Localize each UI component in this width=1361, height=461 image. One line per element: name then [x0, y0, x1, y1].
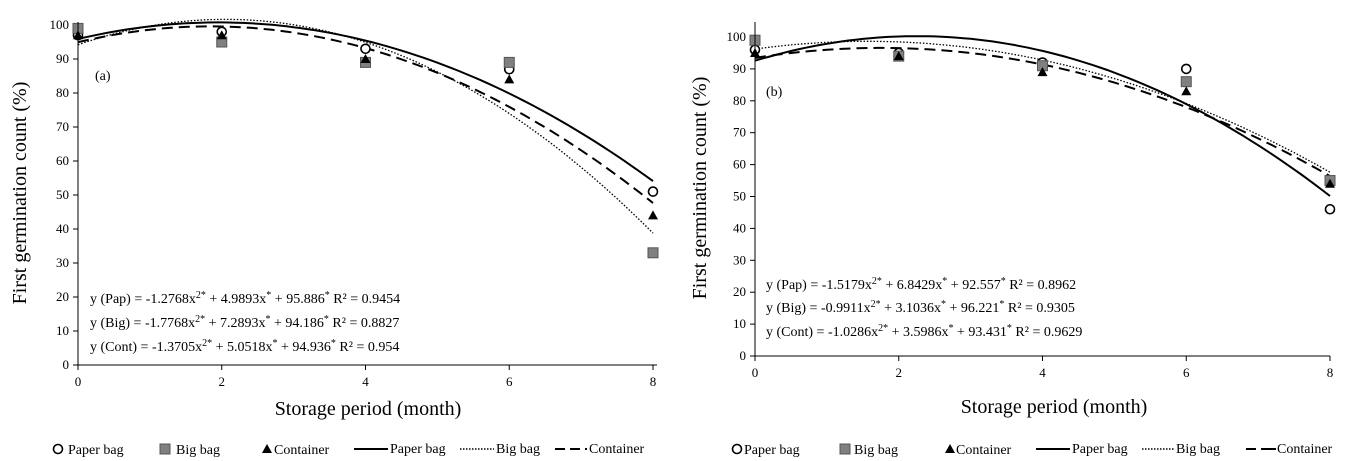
legend-container-marker-icon	[262, 444, 272, 453]
legend-big-bag-line: Big bag	[496, 442, 540, 457]
y-tick-label: 70	[56, 119, 69, 134]
equation-pap: y (Pap) = -1.2768x2* + 4.9893x* + 95.886…	[90, 290, 400, 307]
equations: y (Pap) = -1.2768x2* + 4.9893x* + 95.886…	[90, 290, 400, 355]
equations: y (Pap) = -1.5179x2* + 6.8429x* + 92.557…	[766, 276, 1082, 340]
equation-cont: y (Cont) = -1.0286x2* + 3.5986x* + 93.43…	[766, 323, 1082, 340]
x-axis-label: Storage period (month)	[961, 396, 1148, 418]
x-tick-label: 4	[1039, 365, 1046, 380]
y-tick-label: 40	[733, 220, 746, 235]
x-tick-label: 2	[896, 365, 903, 380]
point-big-bag	[647, 247, 659, 259]
x-tick-label: 2	[219, 374, 226, 389]
legend-container-line: Container	[1277, 442, 1333, 457]
y-tick-label: 50	[56, 187, 69, 202]
point-big-bag	[503, 56, 515, 68]
x-tick-label: 6	[506, 374, 513, 389]
x-axis-ticks: 0 2 4 6 8	[752, 356, 1334, 380]
legend-big-bag-line: Big bag	[1176, 442, 1220, 457]
legend-paper-bag-line: Paper bag	[390, 442, 446, 457]
y-tick-label: 50	[733, 189, 746, 204]
y-axis-label: First germination count (%)	[9, 82, 31, 305]
point-container	[504, 74, 515, 84]
point-container	[1037, 67, 1048, 77]
x-tick-label: 8	[650, 374, 657, 389]
x-tick-label: 4	[362, 374, 369, 389]
legend-paper-bag-marker-icon	[731, 443, 743, 455]
data-markers	[72, 22, 659, 259]
legend-big-bag-marker-icon	[159, 443, 171, 455]
y-tick-label: 40	[56, 221, 69, 236]
legend: Paper bag Big bag Container Paper bag Bi…	[52, 442, 645, 458]
fit-curve-big-bag	[754, 40, 1331, 173]
point-paper-bag	[1180, 63, 1192, 75]
y-tick-label: 20	[56, 289, 69, 304]
y-tick-label: 30	[56, 255, 69, 270]
legend-container-marker-icon	[945, 444, 955, 453]
panel-label: (a)	[95, 69, 111, 84]
point-container	[216, 30, 227, 40]
panel-label: (b)	[766, 85, 783, 100]
x-tick-label: 0	[75, 374, 82, 389]
y-tick-label: 60	[56, 153, 69, 168]
y-axis-ticks: 0 10 20 30 40 50 60 70 80 90 100	[50, 17, 78, 372]
y-tick-label: 70	[733, 125, 746, 140]
legend: Paper bag Big bag Container Paper bag Bi…	[731, 442, 1333, 458]
legend-paper-bag-line: Paper bag	[1072, 442, 1128, 457]
legend-paper-bag-marker: Paper bag	[68, 443, 124, 458]
point-paper-bag	[360, 43, 371, 55]
legend-container-line: Container	[589, 442, 645, 457]
y-tick-label: 10	[56, 323, 69, 338]
point-container	[1181, 86, 1192, 96]
legend-paper-bag-marker-icon	[52, 443, 64, 455]
y-tick-label: 100	[50, 17, 70, 32]
y-tick-label: 80	[733, 93, 746, 108]
y-tick-label: 100	[727, 29, 747, 44]
point-container	[360, 54, 371, 63]
equation-cont: y (Cont) = -1.3705x2* + 5.0518x* + 94.93…	[90, 338, 399, 355]
y-tick-label: 10	[733, 316, 746, 331]
y-tick-label: 0	[63, 357, 70, 372]
panel-b: 0 10 20 30 40 50 60 70 80 90 100 0 2 4 6 8 (b) First g…	[689, 22, 1336, 458]
y-tick-label: 60	[733, 157, 746, 172]
equation-pap: y (Pap) = -1.5179x2* + 6.8429x* + 92.557…	[766, 276, 1076, 293]
legend-big-bag-marker-icon	[839, 443, 851, 455]
point-paper-bag	[1324, 203, 1336, 215]
legend-container-marker: Container	[956, 443, 1012, 458]
fit-curve-paper-bag	[754, 35, 1331, 197]
x-tick-label: 6	[1183, 365, 1190, 380]
x-axis-ticks: 0 2 4 6 8	[75, 365, 657, 389]
point-container	[648, 210, 658, 220]
legend-paper-bag-marker: Paper bag	[744, 443, 800, 458]
point-container	[1325, 178, 1335, 188]
panel-a: 0 10 20 30 40 50 60 70 80 90 100 0 2 4 6 8 (a) First g…	[9, 17, 659, 458]
legend-big-bag-marker: Big bag	[854, 443, 898, 458]
x-tick-label: 8	[1327, 365, 1334, 380]
y-axis-label: First germination count (%)	[689, 77, 711, 300]
data-markers	[749, 34, 1336, 215]
x-axis-label: Storage period (month)	[275, 398, 462, 420]
y-tick-label: 0	[740, 348, 747, 363]
point-container	[893, 51, 904, 61]
fit-curve-big-bag	[77, 18, 654, 234]
y-tick-label: 90	[56, 51, 69, 66]
point-paper-bag	[647, 186, 659, 197]
y-tick-label: 90	[733, 61, 746, 76]
y-tick-label: 30	[733, 252, 746, 267]
y-tick-label: 80	[56, 85, 69, 100]
x-tick-label: 0	[752, 365, 759, 380]
fit-curve-paper-bag	[77, 21, 654, 182]
legend-big-bag-marker: Big bag	[176, 443, 220, 458]
legend-container-marker: Container	[274, 443, 330, 458]
equation-big: y (Big) = -1.7768x2* + 7.2893x* + 94.186…	[90, 314, 399, 331]
equation-big: y (Big) = -0.9911x2* + 3.1036x* + 96.221…	[766, 299, 1075, 316]
y-axis-ticks: 0 10 20 30 40 50 60 70 80 90 100	[727, 29, 755, 363]
y-tick-label: 20	[733, 284, 746, 299]
point-big-bag	[1180, 76, 1192, 88]
